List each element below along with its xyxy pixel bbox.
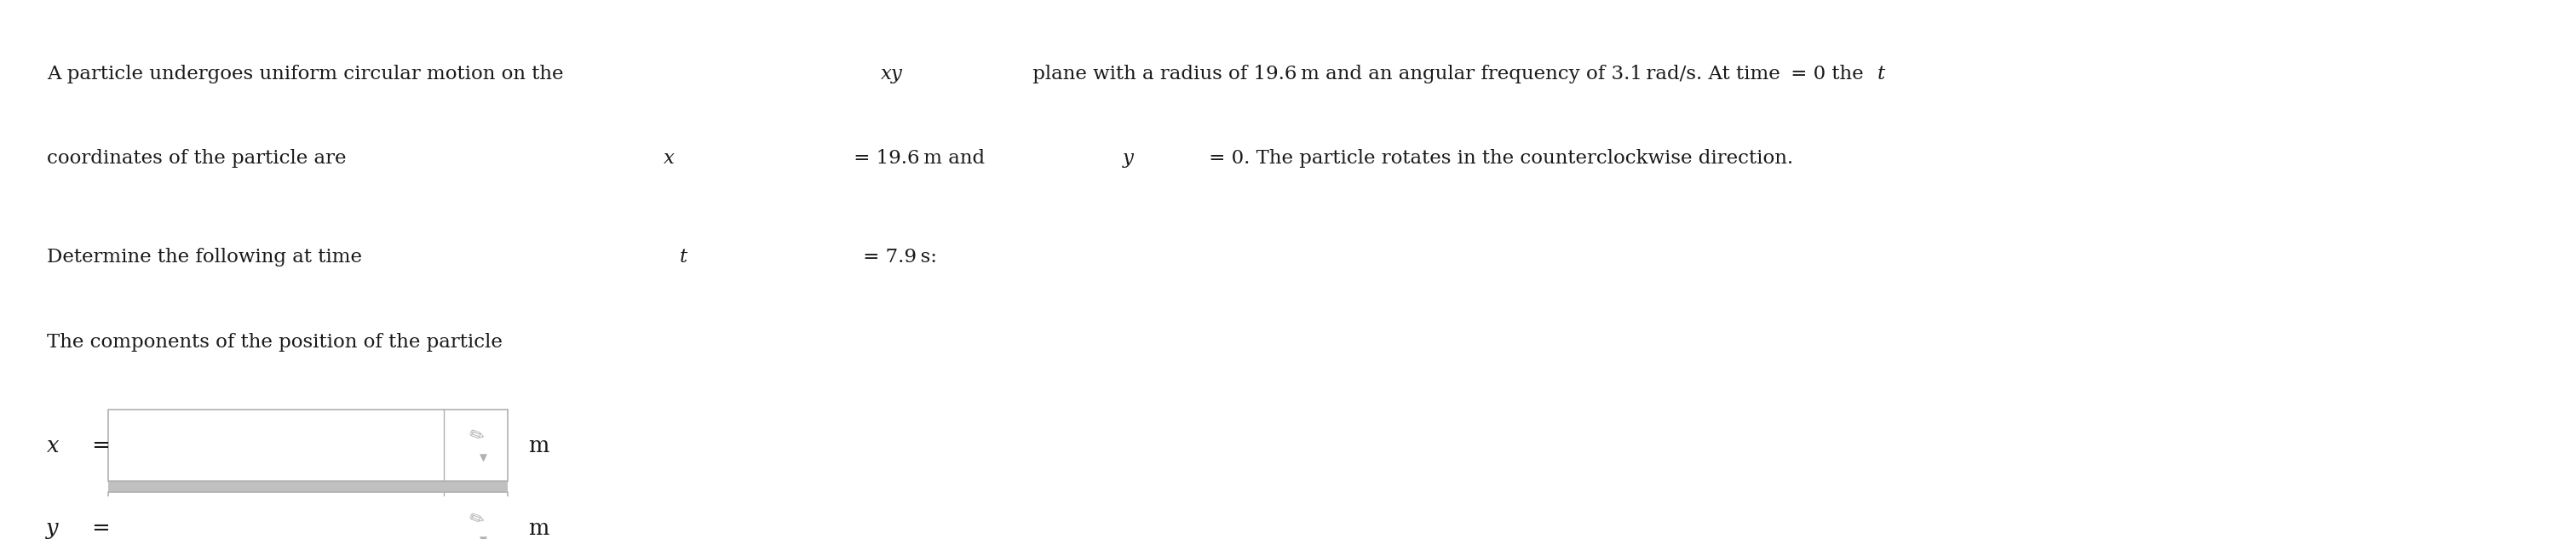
Text: ▼: ▼ <box>479 535 487 539</box>
Text: x: x <box>665 149 675 168</box>
Text: coordinates of the particle are: coordinates of the particle are <box>46 149 353 168</box>
Text: plane with a radius of 19.6 m and an angular frequency of 3.1 rad/s. At time: plane with a radius of 19.6 m and an ang… <box>1028 65 1788 83</box>
Text: ▼: ▼ <box>479 452 487 464</box>
Text: ✏: ✏ <box>466 509 487 530</box>
Text: = 0. The particle rotates in the counterclockwise direction.: = 0. The particle rotates in the counter… <box>1203 149 1793 168</box>
Text: y: y <box>1123 149 1133 168</box>
Text: xy: xy <box>881 65 904 83</box>
Text: y: y <box>46 517 59 539</box>
Text: =: = <box>85 517 111 539</box>
Text: ✏: ✏ <box>466 426 487 447</box>
Text: = 19.6 m and: = 19.6 m and <box>848 149 992 168</box>
Bar <box>108 492 507 539</box>
Text: t: t <box>680 248 688 267</box>
Text: = 7.9 s:: = 7.9 s: <box>858 248 938 267</box>
Bar <box>108 481 507 492</box>
Text: A particle undergoes uniform circular motion on the: A particle undergoes uniform circular mo… <box>46 65 569 83</box>
Text: The components of the position of the particle: The components of the position of the pa… <box>46 333 502 351</box>
Text: m: m <box>528 435 549 456</box>
Text: x: x <box>46 435 59 456</box>
Text: = 0 the: = 0 the <box>1785 65 1865 83</box>
Text: t: t <box>1878 65 1886 83</box>
Text: Determine the following at time: Determine the following at time <box>46 248 368 267</box>
Text: =: = <box>85 435 111 456</box>
Text: m: m <box>528 517 549 539</box>
Bar <box>108 410 507 481</box>
